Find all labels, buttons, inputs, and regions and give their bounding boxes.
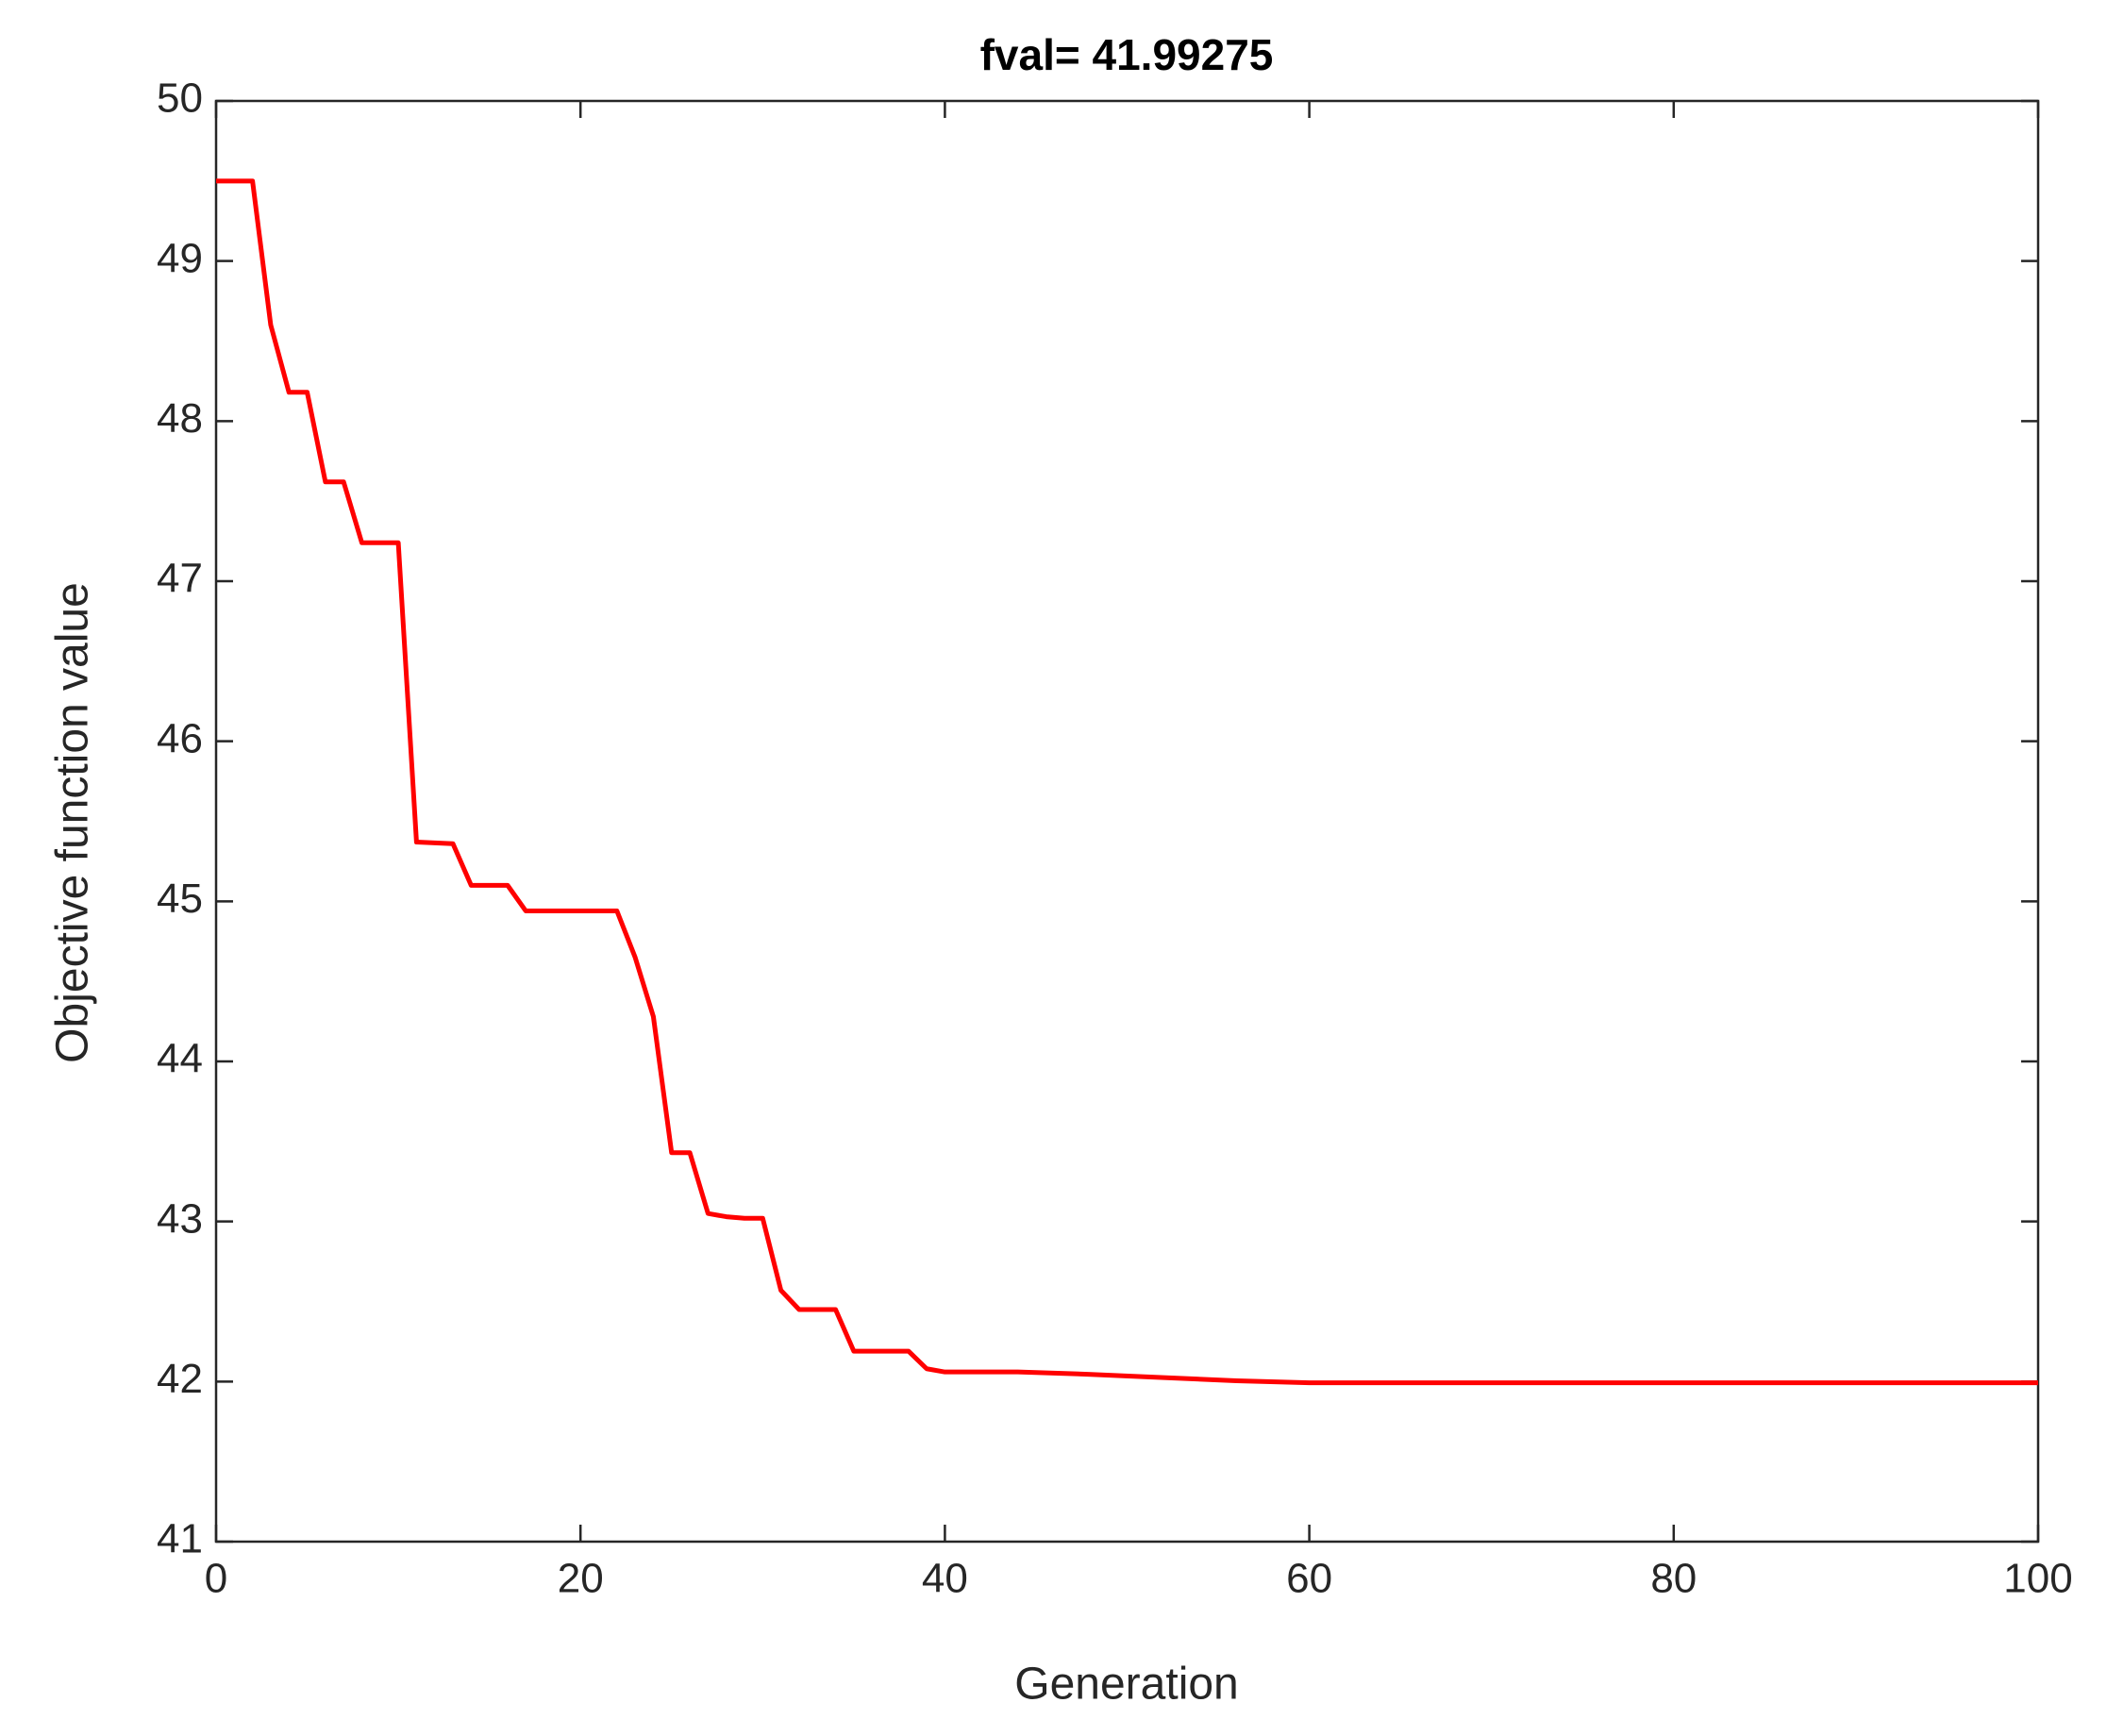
y-tick-label: 46: [157, 715, 203, 761]
y-tick-label: 43: [157, 1195, 203, 1242]
y-tick-label: 44: [157, 1036, 203, 1082]
x-tick-label: 0: [205, 1556, 227, 1602]
y-tick-label: 42: [157, 1356, 203, 1402]
data-line: [216, 178, 2038, 1386]
y-tick-label: 47: [157, 556, 203, 602]
axes-box: [214, 99, 2040, 1544]
x-axis-label: Generation: [1014, 1660, 1239, 1710]
x-tick-label: 100: [2003, 1556, 2072, 1602]
chart-title: fval= 41.99275: [980, 30, 1274, 79]
y-tick-label: 45: [157, 876, 203, 922]
x-tick-label: 80: [1650, 1556, 1697, 1602]
x-tick-label: 20: [558, 1556, 604, 1602]
y-tick-label: 49: [157, 235, 203, 281]
x-tick-label: 60: [1286, 1556, 1332, 1602]
y-tick-label: 41: [157, 1516, 203, 1562]
x-tick-label: 40: [922, 1556, 968, 1602]
y-axis-label: Objective function value: [48, 582, 98, 1063]
y-tick-label: 50: [157, 75, 203, 122]
y-tick-label: 48: [157, 395, 203, 442]
